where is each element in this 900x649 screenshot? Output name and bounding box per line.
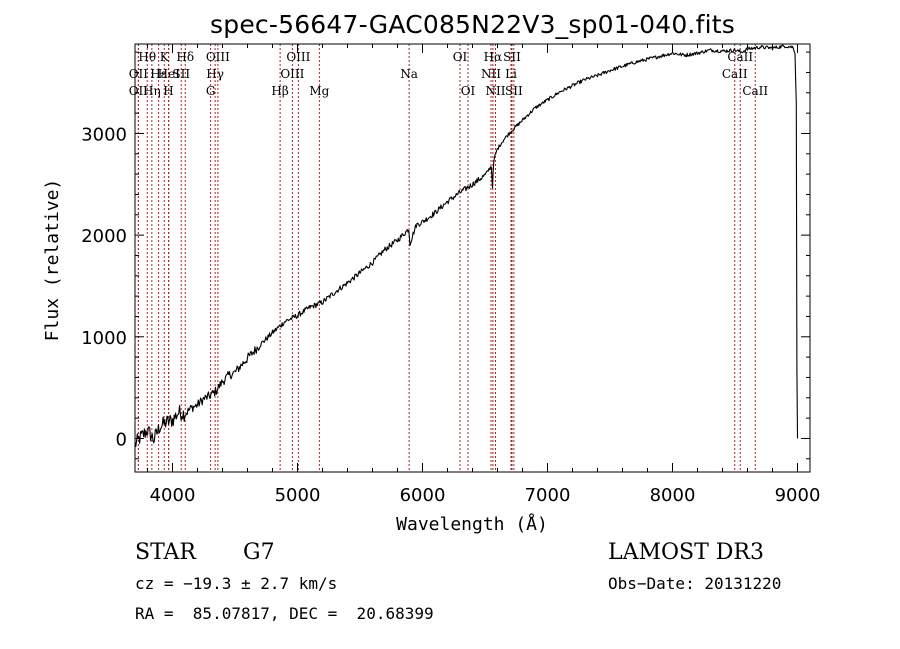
line-label: Mg [309, 84, 329, 98]
y-tick-label: 2000 [81, 226, 127, 247]
line-label: CaII [727, 50, 753, 64]
x-axis-ticks: 4000 5000 6000 7000 8000 9000 [147, 44, 821, 506]
chart-title: spec-56647-GAC085N22V3_sp01-040.fits [210, 10, 735, 39]
line-label: OIII [286, 50, 310, 64]
line-label: Hγ [206, 67, 224, 81]
line-label: CaII [742, 84, 768, 98]
y-axis-label: Flux (relative) [42, 179, 63, 342]
spectrum-line [134, 44, 799, 448]
plot-frame [134, 43, 811, 473]
line-label: G [206, 84, 216, 98]
line-label: Hθ [138, 50, 156, 64]
y-tick-label: 0 [116, 429, 127, 450]
coordinates: RA = 85.07817, DEC = 20.68399 [135, 604, 434, 623]
x-tick-label: 9000 [775, 485, 821, 506]
line-label: Hε [150, 67, 167, 81]
line-label: SII [505, 84, 523, 98]
line-label: SII [503, 50, 521, 64]
line-label: HeI [158, 67, 181, 81]
line-label: H [163, 84, 173, 98]
line-label: OII [129, 67, 149, 81]
y-tick-label: 1000 [81, 328, 127, 349]
redshift-text: cz = −19.3 ± 2.7 km/s [135, 574, 338, 593]
line-label: OII [129, 84, 149, 98]
line-label: NII [486, 84, 506, 98]
line-label: OI [453, 50, 468, 64]
x-axis-label: Wavelength (Å) [396, 513, 548, 535]
object-subclass: G7 [243, 540, 275, 565]
obs-date: Obs−Date: 20131220 [608, 574, 782, 593]
line-label: OIII [280, 67, 304, 81]
line-label: OI [461, 84, 476, 98]
line-label: NII [481, 67, 501, 81]
x-tick-label: 4000 [150, 485, 196, 506]
line-label: SII [172, 67, 190, 81]
line-label: Hη [143, 84, 161, 98]
line-label: Na [400, 67, 418, 81]
x-tick-label: 7000 [525, 485, 571, 506]
line-label: Li [505, 67, 517, 81]
x-tick-label: 8000 [650, 485, 696, 506]
y-tick-label: 3000 [81, 124, 127, 145]
line-label: Hβ [271, 84, 288, 98]
line-label: Hδ [176, 50, 194, 64]
line-label: Hα [484, 50, 503, 64]
x-tick-label: 5000 [275, 485, 321, 506]
line-label: OIII [206, 50, 230, 64]
y-axis-ticks: 0 1000 2000 3000 [81, 51, 810, 460]
line-label: CaII [722, 67, 748, 81]
survey-name: LAMOST DR3 [608, 540, 764, 565]
object-class: STAR [135, 540, 196, 565]
x-tick-label: 6000 [400, 485, 446, 506]
line-label: K [160, 50, 170, 64]
emission-line-markers [137, 44, 756, 472]
